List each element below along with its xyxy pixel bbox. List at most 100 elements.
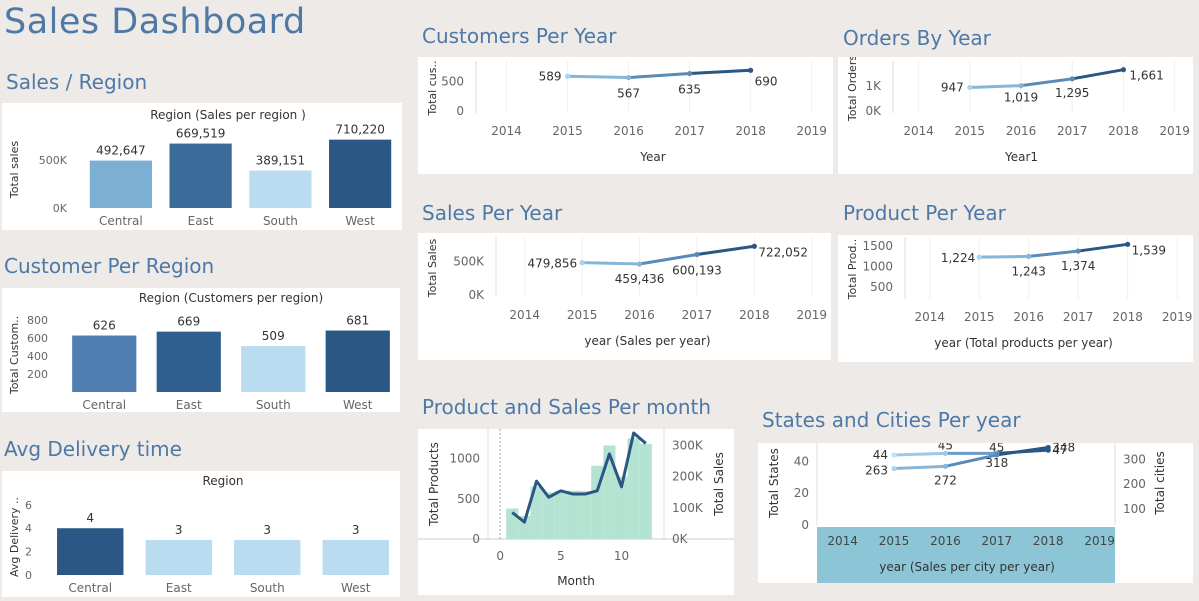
series-line-segment (627, 72, 692, 80)
y-axis-label: Total sales (8, 141, 21, 199)
x-tick-label: East (188, 214, 214, 228)
series-line-segment (1076, 242, 1130, 253)
y-tick-label: 1000 (862, 259, 893, 273)
states-point (942, 450, 949, 456)
y-tick-label: 1K (865, 79, 882, 93)
bar-value-label: 3 (175, 523, 183, 537)
series-line-segment (638, 252, 699, 266)
x-tick-label: 2018 (739, 308, 770, 322)
y-tick-label: 0K (468, 288, 485, 302)
data-point (1075, 248, 1081, 254)
x-tick-label: South (256, 398, 291, 412)
states-cities-heading: States and Cities Per year (762, 408, 1021, 432)
cities-data-label: 263 (865, 464, 888, 478)
x-tick-label: 2015 (964, 310, 995, 324)
customer-region-chart: Region (Customers per region) Total Custo… (8, 291, 390, 412)
chart-title: Region (Sales per region ) (150, 108, 306, 122)
data-label: 589 (539, 69, 562, 83)
x-tick-label: 2017 (982, 534, 1013, 548)
bar-value-label: 3 (263, 523, 271, 537)
states-data-label: 45 (989, 443, 1004, 454)
y-tick-label: 0 (472, 532, 480, 546)
x-tick-label: 2016 (930, 534, 961, 548)
bar-east (156, 331, 221, 392)
y-right-tick-label: 300K (672, 438, 704, 452)
bar-west (322, 539, 389, 575)
sales-region-chart: Region (Sales per region ) Total sales 0K 5… (8, 108, 392, 228)
x-tick-label: West (345, 214, 375, 228)
y-axis-label: Total Products (427, 442, 441, 527)
x-axis-label: year (Total products per year) (934, 336, 1113, 350)
customers-year-heading: Customers Per Year (422, 24, 617, 48)
states-data-label: 45 (938, 443, 953, 452)
data-label: 722,052 (758, 245, 808, 259)
x-axis-label: Year (639, 150, 665, 164)
product-year-heading: Product Per Year (843, 201, 1006, 225)
x-tick-label: 2019 (1159, 124, 1190, 138)
data-point (636, 261, 643, 267)
x-tick-label: 2019 (1162, 310, 1193, 324)
x-tick-label: 2019 (1084, 534, 1115, 548)
sales-bar (530, 486, 543, 539)
data-point (625, 74, 632, 81)
data-label: 1,539 (1132, 243, 1166, 257)
y-right-tick-label: 100 (1123, 502, 1146, 516)
cities-data-label: 272 (934, 473, 957, 487)
data-point (564, 73, 571, 79)
x-tick-label: 2015 (879, 534, 910, 548)
y-tick-label: 0K (865, 104, 882, 118)
sales-bar (603, 445, 616, 539)
x-axis-band (817, 527, 1115, 583)
y-axis-label: Total Prod.. (846, 239, 859, 301)
states-data-label: 47 (1052, 443, 1067, 457)
bar-west (325, 330, 390, 392)
products-line (511, 431, 647, 524)
x-tick-label: 2016 (1006, 124, 1037, 138)
data-label: 479,856 (527, 257, 577, 271)
y-tick-label: 6 (25, 499, 32, 512)
x-tick-label: 2015 (955, 124, 986, 138)
sales-bar (579, 490, 592, 539)
data-label: 567 (617, 87, 640, 101)
cities-point (891, 465, 897, 472)
states-cities-chart: 0 20 40 100 200 300 2014 2015 2016 2017 2018 2019 ye… (767, 438, 1167, 583)
sales-bar (639, 443, 652, 539)
product-sales-month-heading: Product and Sales Per month (422, 395, 712, 419)
bar-value-label: 4 (86, 511, 94, 525)
y-axis-label: Total Orders (846, 57, 859, 122)
y-tick-label: 500K (453, 254, 485, 268)
x-tick-label: 2014 (903, 124, 934, 138)
customer-region-heading: Customer Per Region (4, 254, 215, 278)
y-axis-label: Avg Delivery .. (8, 497, 21, 577)
data-point (1026, 253, 1032, 260)
y-tick-label: 20 (794, 486, 809, 500)
x-tick-label: 2014 (914, 310, 945, 324)
x-tick-label: 2016 (613, 124, 644, 138)
bar-value-label: 681 (346, 314, 369, 328)
data-point (748, 67, 754, 73)
data-point (967, 84, 973, 91)
x-tick-label: 2017 (682, 308, 713, 322)
y-tick-label: 500 (870, 280, 893, 294)
chart-title: Region (Customers per region) (139, 291, 323, 305)
product-sales-month-chart: 0 500 1000 0K 100K 200K 300K 0 5 10 Month Total Pro… (418, 429, 734, 588)
y-tick-label: 4 (25, 522, 32, 535)
y-tick-label: 400 (27, 350, 48, 363)
bar-value-label: 669,519 (176, 127, 226, 141)
y-right-axis-label: Total Sales (712, 452, 726, 517)
sales-region-heading: Sales / Region (6, 70, 148, 94)
x-tick-label: 2014 (827, 534, 858, 548)
orders-year-heading: Orders By Year (843, 26, 991, 50)
y-axis-label: Total Sales (426, 239, 439, 299)
y-tick-label: 0K (53, 202, 68, 215)
states-line-segment (996, 448, 1049, 455)
data-point (976, 254, 982, 260)
cities-data-label: 318 (985, 456, 1008, 470)
bar-value-label: 389,151 (256, 154, 306, 168)
y-tick-label: 0 (25, 569, 32, 582)
data-label: 1,295 (1055, 86, 1089, 100)
sales-bar (566, 490, 580, 539)
bar-value-label: 669 (177, 315, 200, 329)
y-tick-label: 500 (457, 492, 480, 506)
sales-bar (518, 515, 531, 539)
